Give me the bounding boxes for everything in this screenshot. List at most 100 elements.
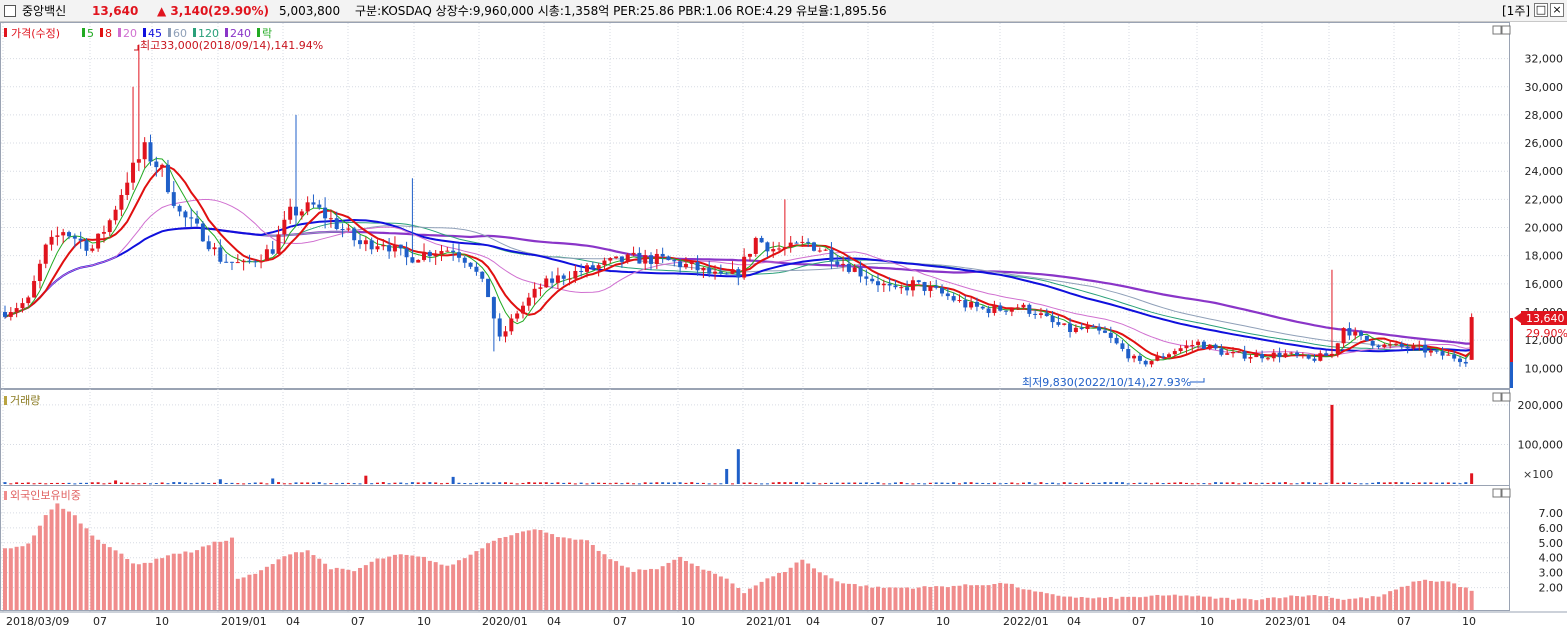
candle-body bbox=[247, 260, 252, 262]
volume-bar bbox=[1004, 483, 1008, 485]
foreign-ratio-bar bbox=[462, 558, 467, 610]
foreign-ratio-bar bbox=[1277, 598, 1282, 610]
foreign-ratio-bar bbox=[1178, 595, 1183, 610]
volume-bar bbox=[917, 483, 921, 485]
candle-body bbox=[940, 287, 945, 294]
foreign-ratio-bar bbox=[1295, 595, 1300, 610]
candle-body bbox=[1038, 313, 1043, 315]
select-checkbox[interactable] bbox=[4, 5, 16, 17]
candle-body bbox=[1184, 345, 1189, 349]
candle-body bbox=[899, 287, 904, 289]
volume-bar bbox=[207, 483, 211, 485]
date-tick-label: 2022/01 bbox=[1003, 615, 1049, 628]
foreign-ratio-bar bbox=[945, 587, 950, 610]
foreign-ratio-bar bbox=[363, 565, 368, 610]
candle-body bbox=[742, 256, 747, 278]
foreign-ratio-bar bbox=[585, 540, 589, 610]
pane-close-button[interactable] bbox=[1501, 25, 1511, 35]
volume-bar bbox=[905, 483, 909, 485]
price-tick-label: 28,000 bbox=[1525, 109, 1564, 122]
stock-name[interactable]: 중앙백신 bbox=[22, 4, 67, 18]
foreign-pane-close-button[interactable] bbox=[1501, 488, 1511, 498]
foreign-pane-minimize-button[interactable] bbox=[1492, 488, 1502, 498]
candle-body bbox=[200, 223, 205, 242]
volume-bar bbox=[538, 482, 542, 484]
candle-body bbox=[1364, 335, 1369, 341]
volume-bar bbox=[1022, 482, 1025, 484]
candle-body bbox=[992, 305, 997, 313]
volume-bar bbox=[370, 483, 374, 485]
volume-bar bbox=[271, 478, 275, 484]
candle-body bbox=[1469, 317, 1474, 360]
volume-bar bbox=[306, 482, 310, 484]
foreign-ratio-bars bbox=[3, 503, 1474, 610]
candle-body bbox=[759, 237, 764, 243]
current-pct-label: 29.90% bbox=[1526, 327, 1567, 340]
foreign-ratio-bar bbox=[561, 537, 566, 610]
pane-minimize-button[interactable] bbox=[1492, 25, 1502, 35]
foreign-ratio-bar bbox=[654, 569, 659, 610]
volume-bar bbox=[1289, 483, 1293, 485]
foreign-ratio-bar bbox=[253, 573, 258, 610]
foreign-ratio-bar bbox=[1452, 583, 1457, 610]
volume-bar bbox=[160, 482, 164, 484]
candle-body bbox=[119, 194, 124, 210]
candle-body bbox=[555, 275, 560, 283]
foreign-ratio-bar bbox=[1167, 595, 1171, 610]
foreign-ratio-bar bbox=[515, 533, 520, 610]
volume-bar bbox=[771, 482, 775, 484]
volume-bar bbox=[1115, 482, 1119, 484]
candle-body bbox=[893, 285, 898, 288]
candle-body bbox=[707, 267, 712, 274]
foreign-ratio-bar bbox=[96, 539, 101, 610]
foreign-ratio-bar bbox=[43, 515, 48, 610]
foreign-ratio-bar bbox=[864, 585, 869, 610]
volume-bar bbox=[440, 483, 443, 485]
volume-bar bbox=[527, 482, 531, 484]
volume-pane-minimize-button[interactable] bbox=[1492, 392, 1502, 402]
date-tick-label: 2019/01 bbox=[221, 615, 267, 628]
volume-bar bbox=[672, 482, 676, 484]
foreign-ratio-bar bbox=[1231, 599, 1236, 610]
candle-body bbox=[1370, 340, 1375, 346]
foreign-ratio-bar bbox=[1190, 596, 1195, 610]
foreign-ratio-bar bbox=[893, 587, 898, 610]
volume-bar bbox=[975, 482, 979, 484]
foreign-ratio-bar bbox=[1265, 597, 1270, 610]
candle-body bbox=[1091, 326, 1096, 328]
foreign-tick-label: 4.00 bbox=[1539, 552, 1564, 565]
candle-body bbox=[870, 278, 875, 282]
volume-bar bbox=[1301, 482, 1305, 484]
candle-body bbox=[352, 228, 357, 241]
volume-bar bbox=[795, 482, 799, 484]
foreign-ratio-bar bbox=[520, 531, 525, 610]
volume-bar bbox=[1441, 482, 1445, 484]
date-tick-label: 07 bbox=[1132, 615, 1146, 628]
close-button[interactable]: × bbox=[1550, 3, 1564, 17]
price-legend-swatch bbox=[4, 28, 7, 37]
foreign-ratio-bar bbox=[1038, 591, 1043, 610]
period-selector[interactable]: [1주] bbox=[1502, 4, 1531, 18]
candle-body bbox=[136, 159, 141, 163]
volume-bar bbox=[952, 482, 956, 484]
volume-pane-close-button[interactable] bbox=[1501, 392, 1511, 402]
candle-body bbox=[177, 205, 182, 212]
volume-bar bbox=[9, 483, 13, 485]
volume-bar bbox=[690, 482, 694, 484]
candle-body bbox=[1463, 361, 1468, 364]
volume-bar bbox=[1016, 483, 1020, 485]
foreign-ratio-bar bbox=[526, 530, 531, 610]
foreign-ratio-bar bbox=[131, 563, 136, 610]
foreign-ratio-bar bbox=[381, 558, 386, 610]
price-candles bbox=[3, 44, 1474, 368]
volume-bar bbox=[73, 483, 77, 485]
restore-button[interactable]: □ bbox=[1534, 3, 1548, 17]
volume-bar bbox=[486, 482, 490, 484]
volume-bar bbox=[15, 482, 19, 484]
foreign-ratio-bar bbox=[1248, 599, 1253, 610]
candle-body bbox=[90, 248, 95, 251]
volume-bar bbox=[754, 483, 758, 485]
foreign-ratio-bar bbox=[358, 567, 363, 610]
foreign-ratio-bar bbox=[625, 567, 630, 610]
foreign-ratio-bar bbox=[323, 563, 328, 610]
